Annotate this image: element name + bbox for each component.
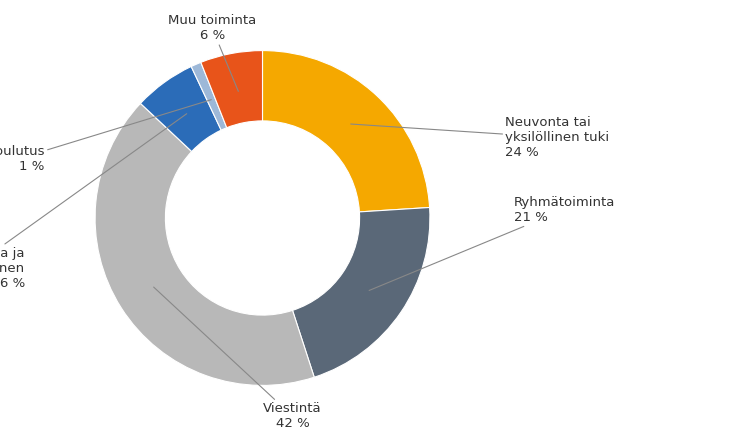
Wedge shape — [191, 62, 226, 130]
Text: Muu toiminta
6 %: Muu toiminta 6 % — [168, 14, 256, 92]
Wedge shape — [262, 51, 430, 212]
Wedge shape — [140, 67, 221, 152]
Wedge shape — [292, 208, 430, 377]
Text: Koulutus
1 %: Koulutus 1 % — [0, 100, 211, 174]
Wedge shape — [95, 103, 314, 385]
Text: Ryhmätoiminta
21 %: Ryhmätoiminta 21 % — [369, 196, 615, 290]
Text: Edunvalvonta ja
vaikuttaminen
6 %: Edunvalvonta ja vaikuttaminen 6 % — [0, 114, 187, 290]
Text: Viestintä
42 %: Viestintä 42 % — [154, 287, 322, 430]
Wedge shape — [201, 51, 262, 128]
Text: Neuvonta tai
yksilöllinen tuki
24 %: Neuvonta tai yksilöllinen tuki 24 % — [351, 116, 610, 159]
